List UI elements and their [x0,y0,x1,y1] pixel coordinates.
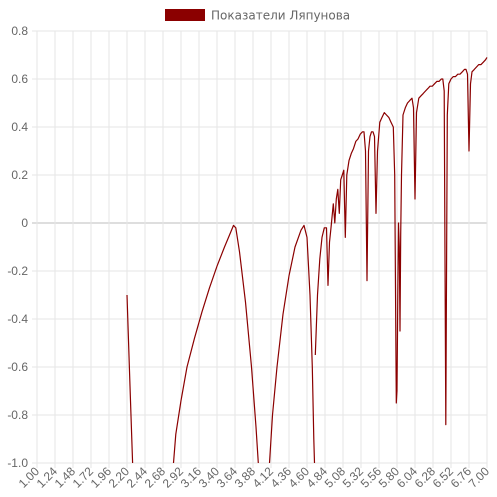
legend-label: Показатели Ляпунова [211,9,350,23]
y-tick-label: -0.4 [7,312,28,326]
y-tick-label: -0.2 [7,264,28,278]
y-tick-label: 0 [21,216,28,230]
series-line-segment [126,294,134,464]
series-line-segment [314,57,488,426]
series-lyapunov [126,57,488,464]
grid [32,30,488,468]
x-tick-label: 7.00 [466,464,493,491]
y-axis: 0.8 0.6 0.4 0.2 0 -0.2 -0.4 -0.6 -0.8 -1.0 [7,24,28,470]
y-tick-label: 0.6 [11,72,28,86]
series-line-segment [172,224,259,464]
x-axis: 1.001.241.481.721.962.202.442.682.923.16… [16,464,493,491]
y-tick-label: -0.8 [7,408,28,422]
y-tick-label: -1.0 [7,456,28,470]
y-tick-label: 0.2 [11,168,28,182]
series-line-segment [268,224,316,464]
y-tick-label: 0.4 [11,120,28,134]
legend-swatch [165,9,205,21]
legend[interactable]: Показатели Ляпунова [165,9,350,23]
y-tick-label: -0.6 [7,360,28,374]
y-tick-label: 0.8 [11,24,28,38]
